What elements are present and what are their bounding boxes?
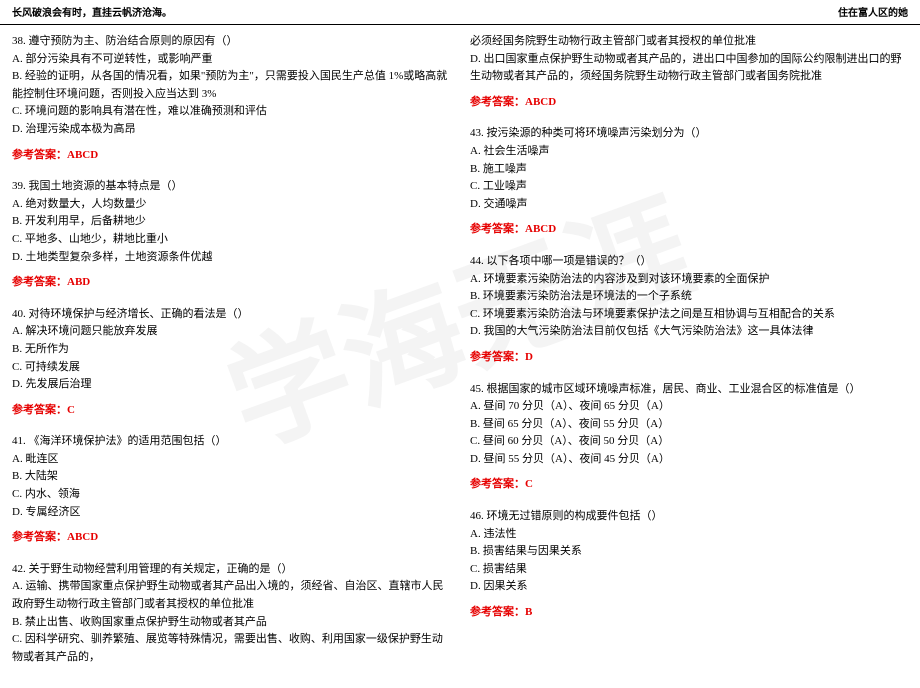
question-option: B. 昼间 65 分贝（A）、夜间 55 分贝（A） [470,416,908,434]
answer: 参考答案：C [12,402,450,420]
question-option: B. 损害结果与因果关系 [470,543,908,561]
left-column: 38. 遵守预防为主、防治结合原则的原因有（）A. 部分污染具有不可逆转性，或影… [12,33,450,680]
question-stem: 41. 《海洋环境保护法》的适用范围包括（） [12,433,450,451]
page-header: 长风破浪会有时，直挂云帆济沧海。 住在富人区的她 [0,0,920,25]
right-column: 必须经国务院野生动物行政主管部门或者其授权的单位批准D. 出口国家重点保护野生动… [470,33,908,680]
question-option: C. 环境要素污染防治法与环境要素保护法之间是互相协调与互相配合的关系 [470,306,908,324]
question-option: C. 平地多、山地少，耕地比重小 [12,231,450,249]
answer: 参考答案：ABCD [12,147,450,165]
question-option: B. 施工噪声 [470,161,908,179]
question-option: D. 因果关系 [470,578,908,596]
question-block: 41. 《海洋环境保护法》的适用范围包括（）A. 毗连区B. 大陆架C. 内水、… [12,433,450,547]
answer: 参考答案：B [470,604,908,622]
question-option: B. 开发利用早，后备耕地少 [12,213,450,231]
question-option: A. 社会生活噪声 [470,143,908,161]
question-option: B. 环境要素污染防治法是环境法的一个子系统 [470,288,908,306]
content: 38. 遵守预防为主、防治结合原则的原因有（）A. 部分污染具有不可逆转性，或影… [0,25,920,688]
question-option: D. 我国的大气污染防治法目前仅包括《大气污染防治法》这一具体法律 [470,323,908,341]
question-block: 46. 环境无过错原则的构成要件包括（）A. 违法性B. 损害结果与因果关系C.… [470,508,908,622]
question-continuation: 必须经国务院野生动物行政主管部门或者其授权的单位批准D. 出口国家重点保护野生动… [470,33,908,111]
question-stem: 45. 根据国家的城市区域环境噪声标准，居民、商业、工业混合区的标准值是（） [470,381,908,399]
question-option: D. 专属经济区 [12,504,450,522]
question-option: C. 可持续发展 [12,359,450,377]
question-option: B. 大陆架 [12,468,450,486]
question-option: D. 交通噪声 [470,196,908,214]
header-right: 住在富人区的她 [838,6,908,22]
answer: 参考答案：C [470,476,908,494]
question-option: A. 昼间 70 分贝（A）、夜间 65 分贝（A） [470,398,908,416]
question-stem: 38. 遵守预防为主、防治结合原则的原因有（） [12,33,450,51]
question-option: A. 毗连区 [12,451,450,469]
question-block: 38. 遵守预防为主、防治结合原则的原因有（）A. 部分污染具有不可逆转性，或影… [12,33,450,164]
answer: 参考答案：ABCD [470,94,908,112]
question-block: 45. 根据国家的城市区域环境噪声标准，居民、商业、工业混合区的标准值是（）A.… [470,381,908,495]
question-stem: 44. 以下各项中哪一项是错误的？（） [470,253,908,271]
question-option: A. 绝对数量大，人均数量少 [12,196,450,214]
question-stem: 42. 关于野生动物经营利用管理的有关规定，正确的是（） [12,561,450,579]
question-block: 44. 以下各项中哪一项是错误的？（）A. 环境要素污染防治法的内容涉及到对该环… [470,253,908,367]
question-option: D. 昼间 55 分贝（A）、夜间 45 分贝（A） [470,451,908,469]
question-block: 39. 我国土地资源的基本特点是（）A. 绝对数量大，人均数量少B. 开发利用早… [12,178,450,292]
question-stem: 43. 按污染源的种类可将环境噪声污染划分为（） [470,125,908,143]
answer: 参考答案：ABCD [470,221,908,239]
question-option: A. 违法性 [470,526,908,544]
question-option: C. 工业噪声 [470,178,908,196]
question-option: D. 先发展后治理 [12,376,450,394]
question-option: C. 昼间 60 分贝（A）、夜间 50 分贝（A） [470,433,908,451]
answer: 参考答案：ABD [12,274,450,292]
question-block: 40. 对待环境保护与经济增长、正确的看法是（）A. 解决环境问题只能放弃发展B… [12,306,450,420]
question-stem: 40. 对待环境保护与经济增长、正确的看法是（） [12,306,450,324]
answer: 参考答案：ABCD [12,529,450,547]
question-option: B. 经验的证明，从各国的情况看，如果"预防为主"，只需要投入国民生产总值 1%… [12,68,450,103]
question-option: C. 因科学研究、驯养繁殖、展览等特殊情况，需要出售、收购、利用国家一级保护野生… [12,631,450,666]
question-option: A. 部分污染具有不可逆转性，或影响严重 [12,51,450,69]
question-stem: 39. 我国土地资源的基本特点是（） [12,178,450,196]
question-option: C. 环境问题的影响具有潜在性，难以准确预测和评估 [12,103,450,121]
question-option: A. 运输、携带国家重点保护野生动物或者其产品出入境的，须经省、自治区、直辖市人… [12,578,450,613]
question-option: C. 损害结果 [470,561,908,579]
header-left: 长风破浪会有时，直挂云帆济沧海。 [12,6,172,22]
question-option: B. 无所作为 [12,341,450,359]
continuation-line: 必须经国务院野生动物行政主管部门或者其授权的单位批准 [470,33,908,51]
question-option: A. 环境要素污染防治法的内容涉及到对该环境要素的全面保护 [470,271,908,289]
continuation-line: D. 出口国家重点保护野生动物或者其产品的，进出口中国参加的国际公约限制进出口的… [470,51,908,86]
question-block: 43. 按污染源的种类可将环境噪声污染划分为（）A. 社会生活噪声B. 施工噪声… [470,125,908,239]
answer: 参考答案：D [470,349,908,367]
question-option: B. 禁止出售、收购国家重点保护野生动物或者其产品 [12,614,450,632]
question-stem: 46. 环境无过错原则的构成要件包括（） [470,508,908,526]
question-option: D. 治理污染成本极为高昂 [12,121,450,139]
question-option: A. 解决环境问题只能放弃发展 [12,323,450,341]
question-option: D. 土地类型复杂多样，土地资源条件优越 [12,249,450,267]
question-option: C. 内水、领海 [12,486,450,504]
